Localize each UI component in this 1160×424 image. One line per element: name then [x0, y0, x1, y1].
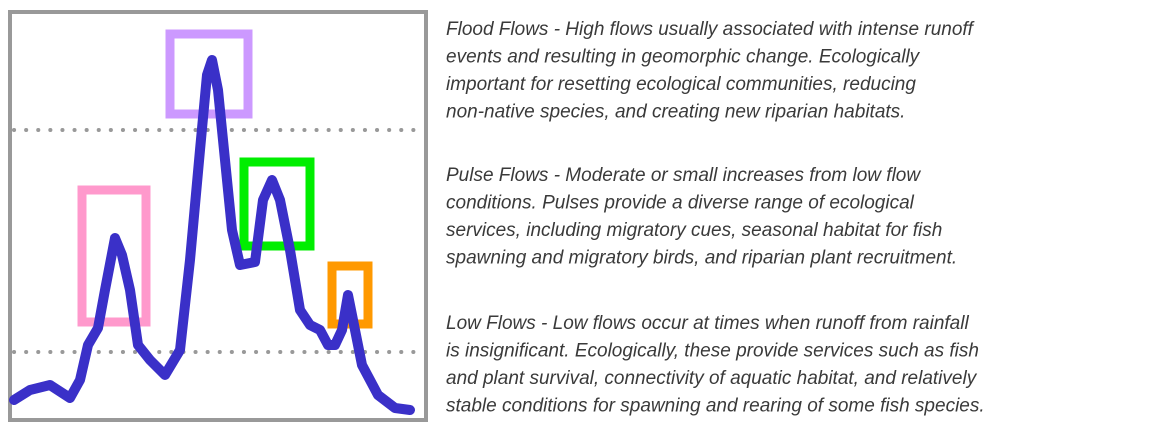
hydrograph	[8, 10, 428, 422]
flood-box	[165, 29, 253, 119]
description-line: events and resulting in geomorphic chang…	[446, 47, 921, 68]
description-line: spawning and migratory birds, and ripari…	[446, 248, 957, 269]
description-line: non-native species, and creating new rip…	[446, 102, 905, 123]
flow-line	[9, 55, 415, 415]
description-line: Low Flows - Low flows occur at times whe…	[446, 313, 969, 334]
pulse-box	[239, 157, 315, 251]
description-line: and plant survival, connectivity of aqua…	[446, 368, 978, 389]
pulse-box	[77, 185, 151, 327]
descriptions: Flood Flows - High flows usually associa…	[446, 19, 985, 417]
description-line: Pulse Flows - Moderate or small increase…	[446, 165, 921, 186]
description-line: conditions. Pulses provide a diverse ran…	[446, 193, 915, 214]
description-line: Flood Flows - High flows usually associa…	[446, 19, 975, 40]
description-line: important for resetting ecological commu…	[446, 74, 916, 95]
description-line: stable conditions for spawning and reari…	[446, 396, 985, 417]
description-line: is insignificant. Ecologically, these pr…	[446, 341, 979, 362]
description-line: services, including migratory cues, seas…	[446, 220, 942, 241]
